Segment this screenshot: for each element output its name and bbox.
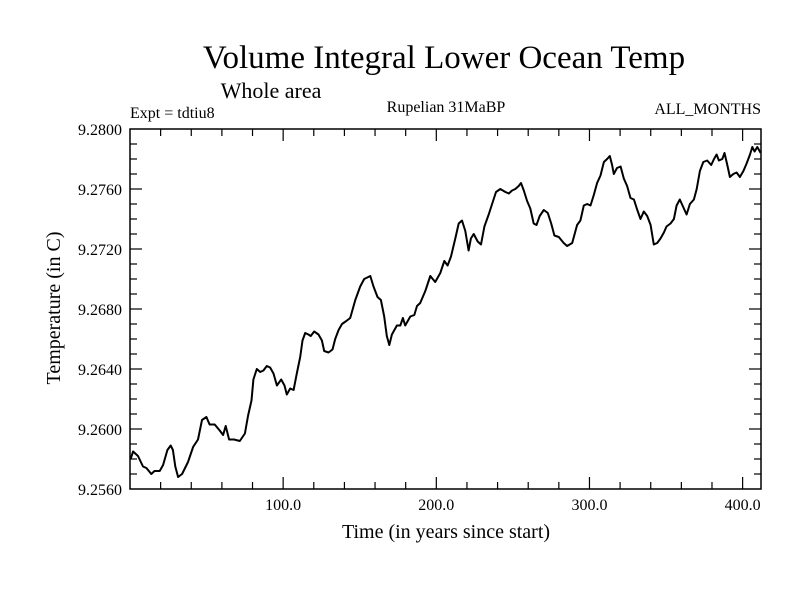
chart-subtitle: Whole area bbox=[221, 78, 322, 103]
y-tick-label: 9.2720 bbox=[78, 242, 122, 259]
y-tick-labels: 9.2560 9.2600 9.2640 9.2680 9.2720 9.2760 9.28… bbox=[78, 122, 122, 499]
y-tick-label: 9.2800 bbox=[78, 122, 122, 139]
y-axis-label: Temperature (in C) bbox=[43, 232, 65, 385]
series-line bbox=[129, 146, 762, 478]
y-tick-label: 9.2560 bbox=[78, 482, 122, 499]
y-tick-label: 9.2760 bbox=[78, 182, 122, 199]
x-tick-label: 100.0 bbox=[265, 497, 301, 514]
x-tick-labels: 100.0 200.0 300.0 400.0 bbox=[265, 497, 760, 514]
axis-ticks bbox=[130, 129, 761, 489]
experiment-label: Expt = tdtiu8 bbox=[130, 105, 215, 122]
months-label: ALL_MONTHS bbox=[654, 101, 761, 118]
chart-title: Volume Integral Lower Ocean Temp bbox=[203, 40, 685, 76]
x-tick-label: 200.0 bbox=[418, 497, 454, 514]
y-tick-label: 9.2600 bbox=[78, 422, 122, 439]
y-tick-label: 9.2680 bbox=[78, 302, 122, 319]
x-tick-label: 300.0 bbox=[571, 497, 607, 514]
period-label: Rupelian 31MaBP bbox=[387, 99, 506, 116]
plot-frame bbox=[129, 128, 762, 490]
x-tick-label: 400.0 bbox=[725, 497, 761, 514]
y-tick-label: 9.2640 bbox=[78, 362, 122, 379]
x-axis-label: Time (in years since start) bbox=[342, 521, 550, 543]
